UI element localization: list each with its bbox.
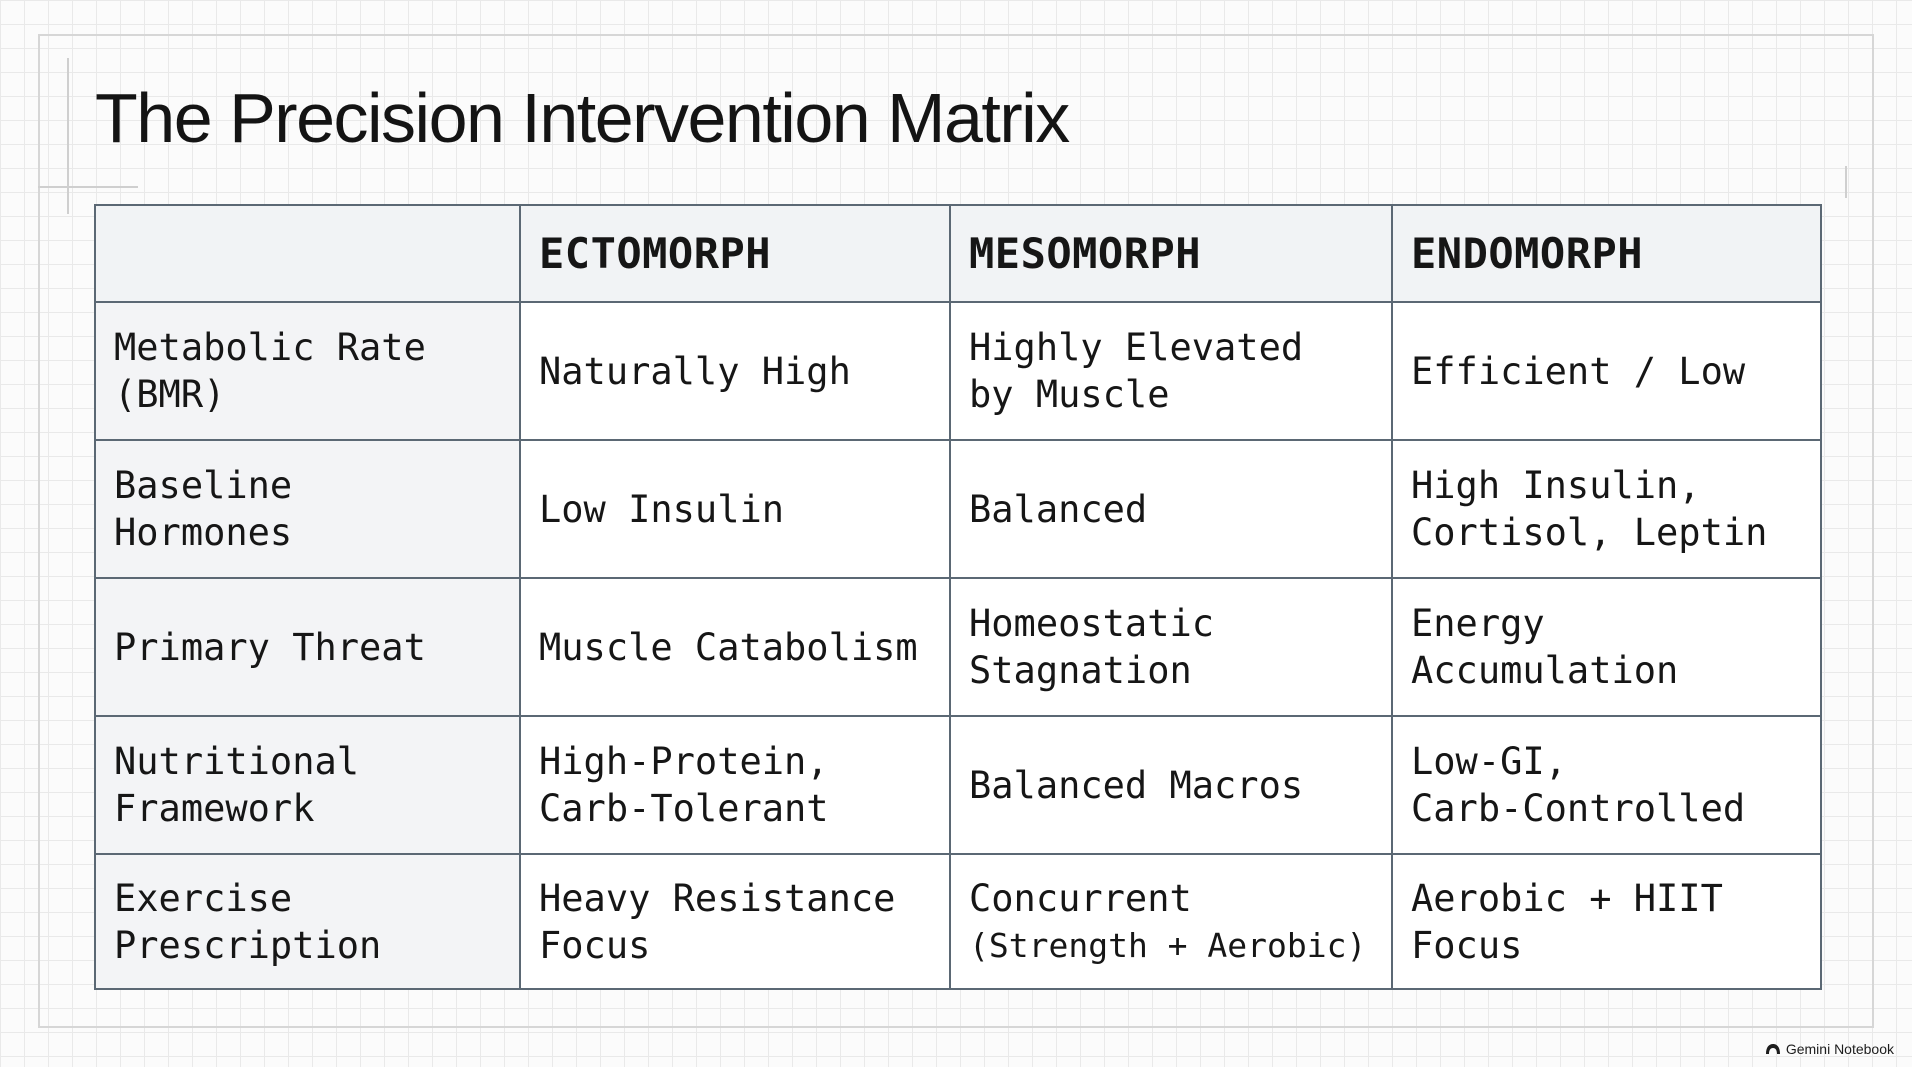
table-cell: Highly Elevated by Muscle — [949, 301, 1393, 441]
table-cell: Aerobic + HIIT Focus — [1391, 853, 1822, 990]
corner-accent-horizontal — [38, 186, 138, 188]
table-cell: Concurrent (Strength + Aerobic) — [949, 853, 1393, 990]
cell-line: Stagnation — [969, 649, 1192, 692]
table-cell: Efficient / Low — [1391, 301, 1822, 441]
gemini-notebook-watermark: Gemini Notebook — [1765, 1041, 1894, 1057]
cell-line: Energy — [1411, 602, 1545, 645]
cell-line: Highly Elevated — [969, 326, 1304, 369]
table-row: Metabolic Rate (BMR) Naturally High High… — [94, 301, 1822, 441]
gemini-notebook-icon — [1765, 1043, 1781, 1055]
row-label-line: Prescription — [114, 923, 382, 967]
table-cell: Balanced — [949, 439, 1393, 579]
cell-line: Focus — [539, 923, 651, 967]
row-label-line: Nutritional — [114, 740, 360, 783]
cell-line: Cortisol, Leptin — [1411, 511, 1768, 554]
slide-frame — [38, 34, 1874, 1028]
cell-line: Muscle Catabolism — [539, 625, 918, 669]
cell-line: Carb-Tolerant — [539, 787, 829, 830]
table-row: Baseline Hormones Low Insulin Balanced H… — [94, 439, 1822, 579]
cell-line: Naturally High — [539, 349, 851, 393]
column-header-endomorph: ENDOMORPH — [1391, 204, 1822, 303]
table-cell: Muscle Catabolism — [519, 577, 951, 717]
cell-line: by Muscle — [969, 373, 1170, 416]
row-label-line: Hormones — [114, 511, 293, 554]
cell-line: High Insulin, — [1411, 464, 1701, 507]
cell-line: Aerobic + HIIT — [1411, 876, 1723, 920]
table-cell: Heavy Resistance Focus — [519, 853, 951, 990]
row-label-line: Exercise — [114, 876, 293, 920]
cell-line: Focus — [1411, 923, 1523, 967]
cell-line: Balanced — [969, 487, 1148, 531]
right-accent-line — [1845, 166, 1847, 198]
table-row: Nutritional Framework High-Protein, Carb… — [94, 715, 1822, 855]
row-header-baseline-hormones: Baseline Hormones — [94, 439, 521, 579]
row-header-nutritional-framework: Nutritional Framework — [94, 715, 521, 855]
table-cell: Naturally High — [519, 301, 951, 441]
column-header-ectomorph: ECTOMORPH — [519, 204, 951, 303]
table-cell: Low-GI, Carb-Controlled — [1391, 715, 1822, 855]
cell-line: Low-GI, — [1411, 740, 1567, 783]
cell-line: Carb-Controlled — [1411, 787, 1746, 830]
header-row: ECTOMORPH MESOMORPH ENDOMORPH — [94, 204, 1822, 303]
row-label-line: Primary Threat — [114, 625, 426, 669]
cell-line: Low Insulin — [539, 487, 785, 531]
row-header-metabolic-rate: Metabolic Rate (BMR) — [94, 301, 521, 441]
table-cell: Homeostatic Stagnation — [949, 577, 1393, 717]
row-header-exercise-prescription: Exercise Prescription — [94, 853, 521, 990]
cell-line: Efficient / Low — [1411, 349, 1746, 393]
table-cell: High-Protein, Carb-Tolerant — [519, 715, 951, 855]
cell-line: High-Protein, — [539, 740, 829, 783]
row-label-line: (BMR) — [114, 373, 226, 416]
row-header-primary-threat: Primary Threat — [94, 577, 521, 717]
table-cell: Low Insulin — [519, 439, 951, 579]
table-row: Exercise Prescription Heavy Resistance F… — [94, 853, 1822, 990]
table-cell: Balanced Macros — [949, 715, 1393, 855]
page-title: The Precision Intervention Matrix — [95, 79, 1070, 157]
table-row: Primary Threat Muscle Catabolism Homeost… — [94, 577, 1822, 717]
corner-accent-vertical — [67, 58, 69, 214]
row-label-line: Framework — [114, 787, 315, 830]
cell-line: (Strength + Aerobic) — [969, 925, 1367, 965]
cell-line: Accumulation — [1411, 649, 1679, 692]
column-header-mesomorph: MESOMORPH — [949, 204, 1393, 303]
row-label-line: Metabolic Rate — [114, 326, 426, 369]
cell-line: Balanced Macros — [969, 763, 1304, 807]
row-label-line: Baseline — [114, 464, 293, 507]
cell-line: Heavy Resistance — [539, 876, 896, 920]
table-cell: Energy Accumulation — [1391, 577, 1822, 717]
watermark-label: Gemini Notebook — [1785, 1041, 1894, 1057]
cell-line: Homeostatic — [969, 602, 1215, 645]
intervention-matrix-table: ECTOMORPH MESOMORPH ENDOMORPH Metabolic … — [94, 204, 1822, 990]
corner-cell — [94, 204, 521, 303]
table-cell: High Insulin, Cortisol, Leptin — [1391, 439, 1822, 579]
cell-line: Concurrent — [969, 876, 1192, 920]
